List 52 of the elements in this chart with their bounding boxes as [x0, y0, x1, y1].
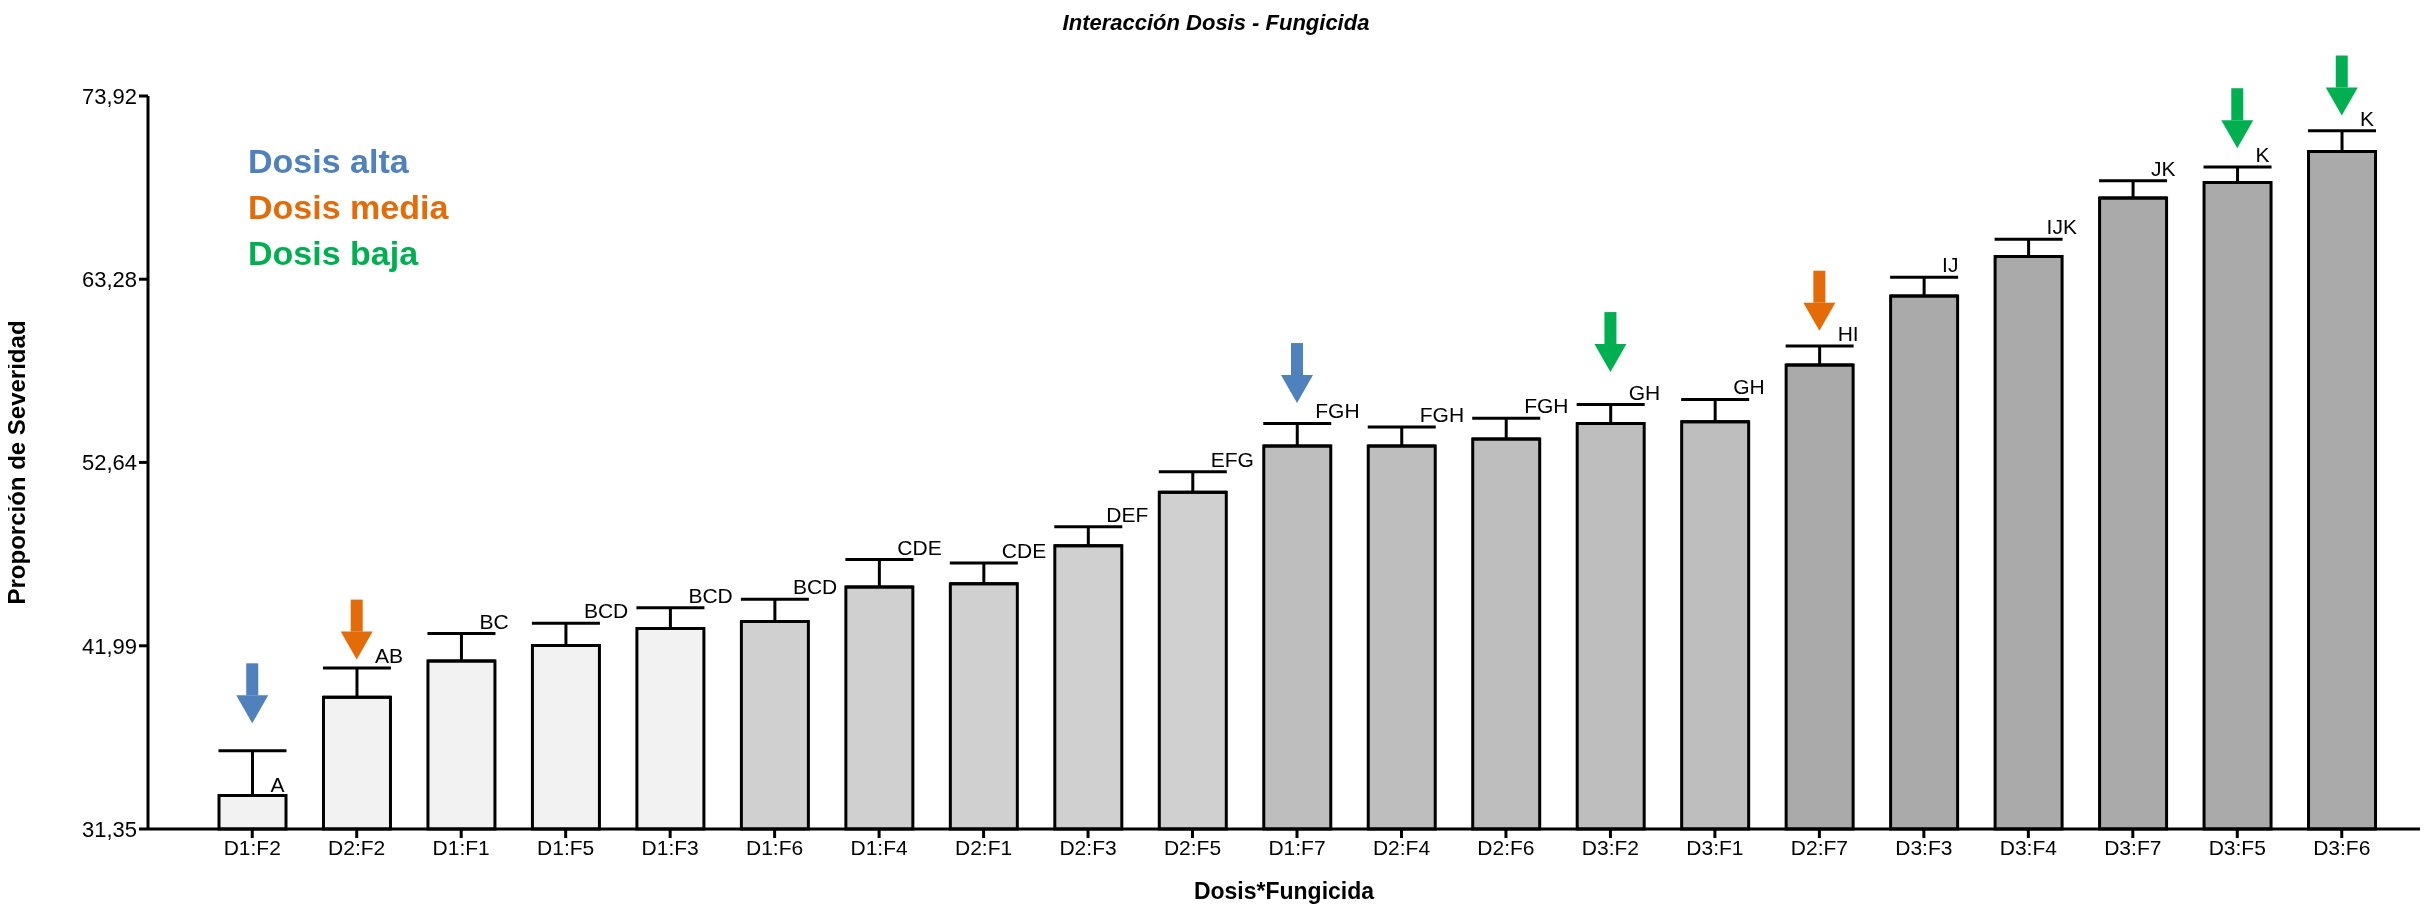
x-tick-label: D3:F5: [2208, 835, 2266, 859]
data-label: K: [2360, 106, 2375, 130]
x-tick-label: D2:F6: [1477, 835, 1535, 859]
data-label: IJK: [2046, 215, 2077, 239]
data-label: CDE: [897, 535, 942, 559]
text: Dosis alta: [248, 141, 410, 182]
x-axis-title: Dosis*Fungicida: [1193, 878, 1375, 904]
data-label: BCD: [583, 599, 629, 623]
x-tick-label: D1:F5: [537, 835, 595, 859]
y-tick-label: 41,99: [81, 633, 137, 659]
x-tick-label: D3:F7: [2104, 835, 2162, 859]
x-tick-label: D1:F6: [746, 835, 804, 859]
data-label: FGH: [1524, 394, 1569, 418]
data-label: BC: [479, 609, 509, 633]
data-label: JK: [2151, 156, 2176, 180]
data-label: GH: [1628, 380, 1661, 404]
data-label: EFG: [1210, 447, 1254, 471]
data-label: FGH: [1315, 399, 1360, 423]
data-label: FGH: [1419, 402, 1465, 426]
x-tick-label: D1:F1: [432, 835, 490, 859]
x-tick-label: D2:F5: [1163, 835, 1222, 859]
x-tick-label: D1:F4: [850, 835, 909, 859]
x-tick-label: D3:F3: [1895, 835, 1953, 859]
data-label: K: [2255, 142, 2270, 166]
x-tick-label: D3:F4: [1999, 835, 2058, 859]
chart-title: Interacción Dosis - Fungicida: [1061, 10, 1371, 36]
x-tick-label: D2:F4: [1372, 835, 1431, 859]
y-tick-label: 63,28: [81, 267, 137, 293]
data-label: BCD: [792, 575, 838, 599]
text: Dosis media: [248, 187, 449, 228]
data-label: HI: [1837, 322, 1859, 346]
x-tick-label: D3:F1: [1686, 835, 1744, 859]
y-tick-label: 31,35: [81, 816, 137, 842]
data-label: A: [270, 773, 285, 797]
x-tick-label: D3:F2: [1581, 835, 1640, 859]
data-label: GH: [1733, 375, 1765, 399]
data-label: CDE: [1001, 538, 1047, 562]
y-tick-label: 52,64: [81, 450, 137, 476]
data-label: BCD: [688, 583, 733, 607]
x-tick-label: D2:F7: [1790, 835, 1848, 859]
x-tick-label: D3:F6: [2313, 835, 2371, 859]
x-tick-label: D2:F1: [954, 835, 1013, 859]
data-label: DEF: [1106, 502, 1149, 526]
y-tick-label: 73,92: [81, 83, 137, 109]
x-tick-label: D2:F2: [328, 835, 386, 859]
x-tick-label: D2:F3: [1059, 835, 1117, 859]
text: Dosis baja: [248, 233, 420, 274]
x-tick-label: D1:F7: [1268, 835, 1326, 859]
data-label: IJ: [1942, 253, 1959, 277]
data-label: AB: [374, 644, 403, 668]
x-tick-label: D1:F3: [641, 835, 699, 859]
x-tick-label: D1:F2: [223, 835, 281, 859]
